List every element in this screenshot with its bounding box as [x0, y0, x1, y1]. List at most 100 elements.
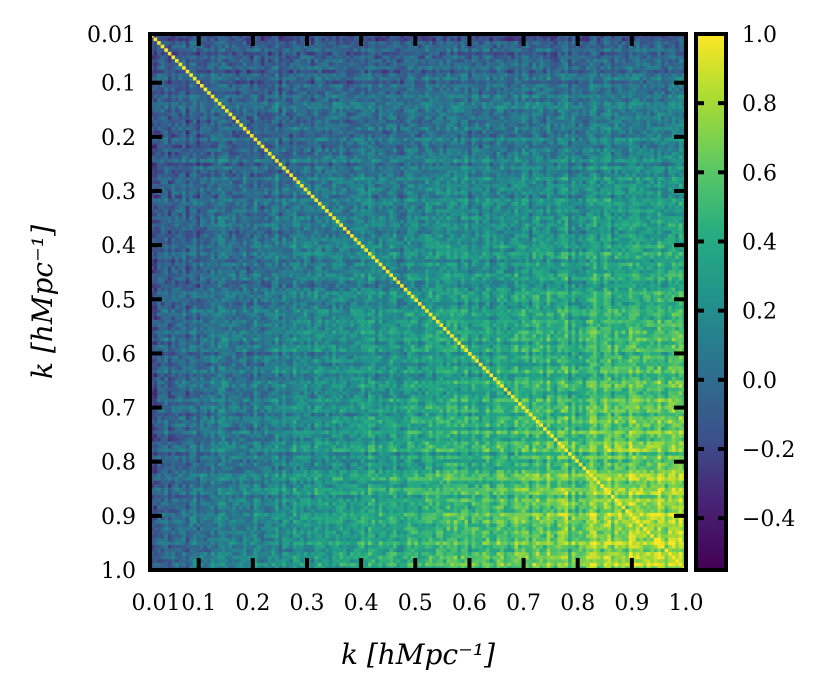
heatmap-cell — [239, 94, 244, 99]
heatmap-cell — [407, 66, 412, 71]
heatmap-cell — [518, 98, 523, 103]
heatmap-cell — [157, 51, 162, 56]
heatmap-cell — [553, 112, 558, 117]
heatmap-cell — [371, 126, 376, 131]
heatmap-cell — [264, 119, 269, 124]
heatmap-cell — [250, 76, 255, 81]
heatmap-cell — [250, 69, 255, 74]
heatmap-cell — [432, 130, 437, 135]
heatmap-cell — [575, 134, 580, 139]
heatmap-cell — [539, 37, 544, 42]
heatmap-cell — [321, 109, 326, 114]
heatmap-cell — [235, 73, 240, 78]
heatmap-cell — [364, 62, 369, 67]
heatmap-cell — [189, 116, 194, 121]
heatmap-cell — [650, 62, 655, 67]
heatmap-cell — [614, 109, 619, 114]
heatmap-cell — [646, 109, 651, 114]
heatmap-cell — [618, 144, 623, 149]
heatmap-cell — [160, 80, 165, 85]
heatmap-cell — [478, 148, 483, 153]
heatmap-cell — [435, 130, 440, 135]
heatmap-cell — [396, 123, 401, 128]
heatmap-cell — [371, 51, 376, 56]
heatmap-cell — [478, 126, 483, 131]
heatmap-cell — [210, 44, 215, 49]
heatmap-cell — [593, 141, 598, 146]
heatmap-cell — [275, 66, 280, 71]
heatmap-cell — [367, 76, 372, 81]
heatmap-cell — [221, 123, 226, 128]
heatmap-cell — [367, 123, 372, 128]
heatmap-cell — [514, 116, 519, 121]
heatmap-cell — [400, 112, 405, 117]
heatmap-cell — [457, 101, 462, 106]
heatmap-cell — [539, 119, 544, 124]
heatmap-cell — [282, 76, 287, 81]
heatmap-cell — [342, 126, 347, 131]
heatmap-cell — [239, 134, 244, 139]
heatmap-cell — [639, 76, 644, 81]
heatmap-cell — [628, 144, 633, 149]
heatmap-cell — [568, 134, 573, 139]
heatmap-cell — [478, 98, 483, 103]
heatmap-cell — [518, 116, 523, 121]
heatmap-cell — [275, 73, 280, 78]
heatmap-cell — [625, 37, 630, 42]
heatmap-cell — [335, 59, 340, 63]
heatmap-cell — [242, 94, 247, 99]
heatmap-cell — [396, 55, 401, 60]
heatmap-cell — [639, 44, 644, 49]
heatmap-cell — [396, 141, 401, 146]
heatmap-cell — [346, 59, 351, 63]
heatmap-cell — [496, 137, 501, 142]
heatmap-cell — [489, 141, 494, 146]
heatmap-cell — [246, 73, 251, 78]
heatmap-cell — [300, 105, 305, 110]
heatmap-cell — [242, 109, 247, 114]
heatmap-cell — [164, 148, 169, 153]
heatmap-cell — [532, 48, 537, 53]
heatmap-cell — [353, 84, 358, 88]
heatmap-cell — [396, 134, 401, 139]
heatmap-cell — [485, 98, 490, 103]
heatmap-cell — [328, 51, 333, 56]
heatmap-cell — [260, 55, 265, 60]
heatmap-cell — [410, 44, 415, 49]
heatmap-cell — [160, 126, 165, 131]
heatmap-cell — [675, 141, 680, 146]
heatmap-cell — [257, 80, 262, 85]
heatmap-cell — [264, 126, 269, 131]
heatmap-cell — [185, 73, 190, 78]
heatmap-cell — [253, 123, 258, 128]
heatmap-cell — [239, 101, 244, 106]
heatmap-cell — [668, 66, 673, 71]
heatmap-cell — [510, 141, 515, 146]
heatmap-cell — [360, 126, 365, 131]
heatmap-cell — [264, 151, 269, 156]
heatmap-cell — [482, 134, 487, 139]
heatmap-cell — [468, 48, 472, 53]
heatmap-cell — [496, 119, 501, 124]
heatmap-cell — [275, 84, 280, 88]
heatmap-cell — [225, 105, 230, 110]
heatmap-cell — [503, 69, 508, 74]
heatmap-cell — [353, 119, 358, 124]
heatmap-cell — [446, 141, 451, 146]
heatmap-cell — [257, 112, 262, 117]
heatmap-cell — [257, 73, 262, 78]
heatmap-cell — [200, 101, 204, 106]
heatmap-cell — [282, 91, 287, 96]
heatmap-cell — [167, 37, 172, 42]
heatmap-cell — [382, 80, 387, 85]
heatmap-cell — [450, 91, 455, 96]
heatmap-cell — [296, 98, 301, 103]
heatmap-cell — [242, 48, 247, 53]
heatmap-cell — [568, 91, 573, 96]
heatmap-cell — [660, 84, 665, 88]
heatmap-cell — [153, 151, 158, 156]
heatmap-cell — [389, 137, 394, 142]
heatmap-cell — [275, 87, 280, 92]
heatmap-cell — [264, 116, 269, 121]
heatmap-cell — [646, 137, 651, 142]
